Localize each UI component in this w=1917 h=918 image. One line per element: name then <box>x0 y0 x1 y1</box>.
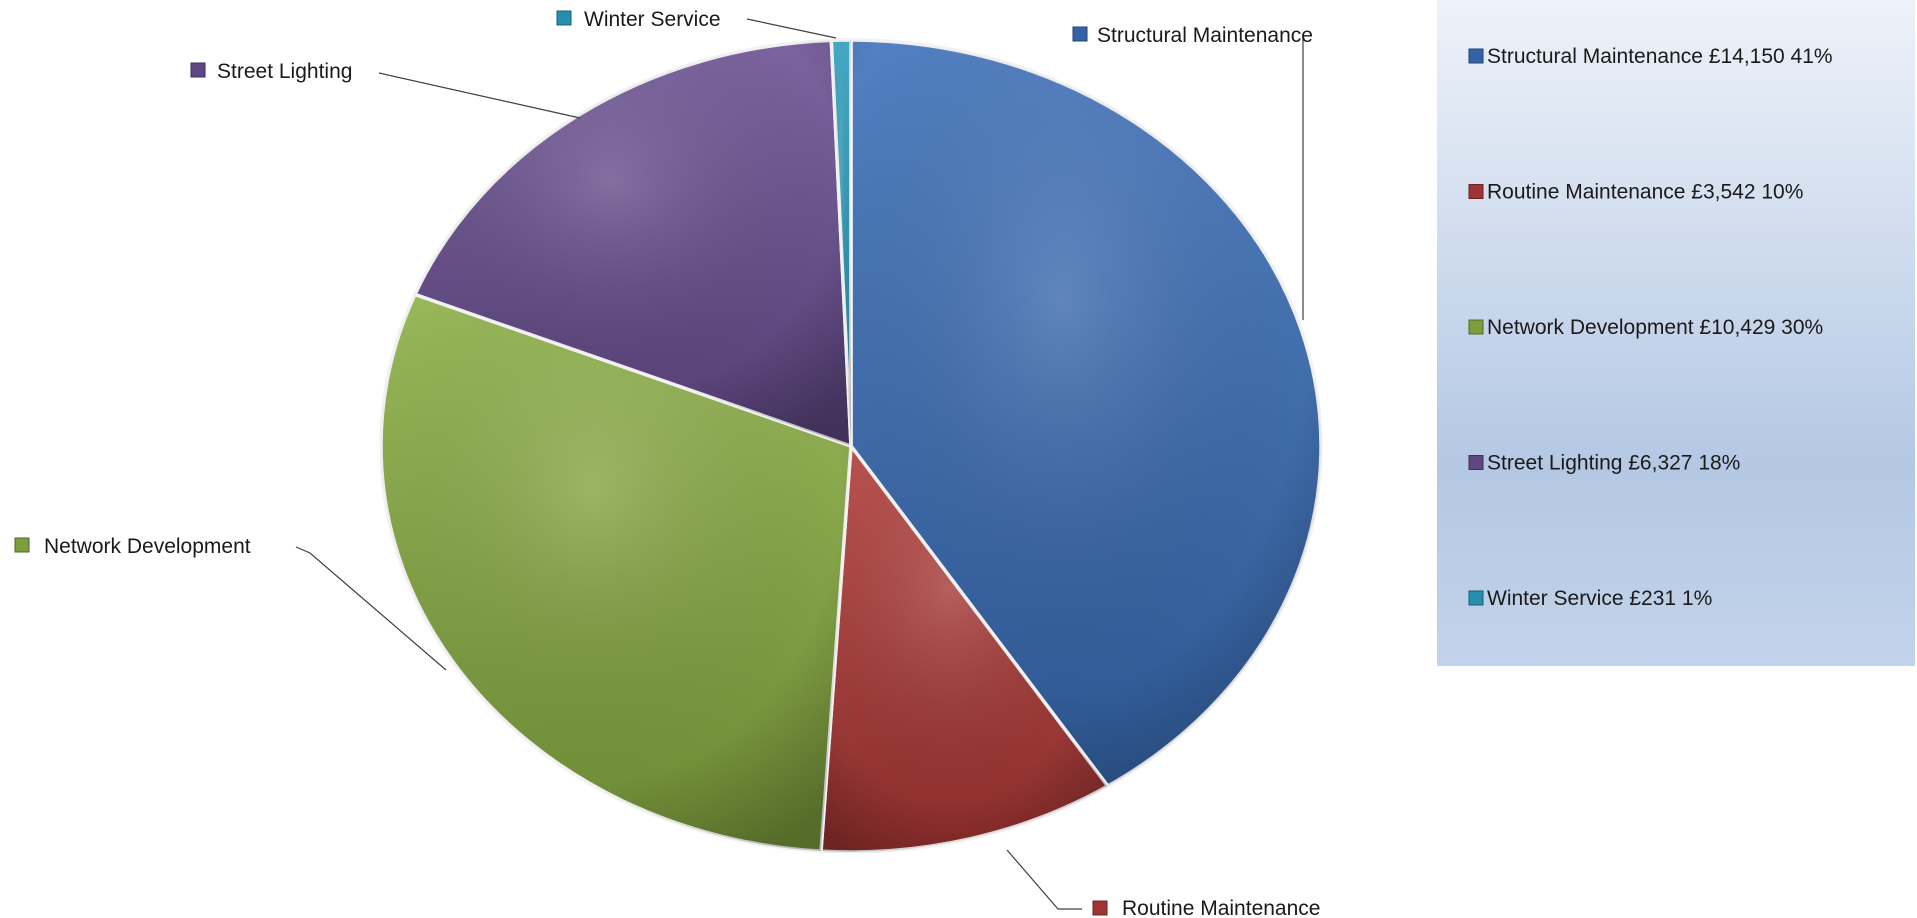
legend-swatch-structural-maintenance <box>1468 48 1484 64</box>
legend-swatch-network-development <box>1468 319 1484 335</box>
legend-entry-structural-maintenance: Structural Maintenance £14,150 41% <box>1487 45 1833 68</box>
legend-swatch-winter-service <box>1468 590 1484 606</box>
leader-line-network-development <box>295 546 447 671</box>
slice-label-swatch-street-lighting <box>190 62 206 78</box>
legend-entry-routine-maintenance: Routine Maintenance £3,542 10% <box>1487 181 1803 204</box>
legend-entry-street-lighting: Street Lighting £6,327 18% <box>1487 452 1740 475</box>
legend-entry-winter-service: Winter Service £231 1% <box>1487 587 1712 610</box>
pie-slice-shading-winter-service <box>831 40 851 446</box>
leader-line-winter-service <box>746 18 837 39</box>
slice-label-swatch-network-development <box>14 537 30 553</box>
pie-slices <box>379 38 1323 854</box>
legend-box <box>1437 0 1915 666</box>
slice-label-swatch-routine-maintenance <box>1092 900 1108 916</box>
leader-lines <box>295 18 1304 910</box>
legend-entry-network-development: Network Development £10,429 30% <box>1487 316 1823 339</box>
slice-label-network-development: Network Development <box>44 535 251 558</box>
leader-line-routine-maintenance <box>1006 849 1082 910</box>
legend-swatch-routine-maintenance <box>1468 184 1484 199</box>
slice-label-swatch-structural-maintenance <box>1072 26 1088 42</box>
slice-label-winter-service: Winter Service <box>584 8 721 31</box>
slice-label-structural-maintenance: Structural Maintenance <box>1097 24 1313 47</box>
slice-labels: Structural Maintenance Routine Maintenanc… <box>14 8 1320 918</box>
leader-line-street-lighting <box>378 72 581 119</box>
slice-label-swatch-winter-service <box>556 10 572 26</box>
slice-label-routine-maintenance: Routine Maintenance <box>1122 897 1320 918</box>
legend: Structural Maintenance £14,150 41% Routin… <box>1468 45 1833 610</box>
pie-slice-shading-street-lighting <box>414 40 851 447</box>
pie-slice-shading-network-development <box>380 294 851 852</box>
pie-slice-shading-routine-maintenance <box>821 446 1108 852</box>
slice-label-street-lighting: Street Lighting <box>217 60 352 83</box>
legend-swatch-street-lighting <box>1468 455 1484 470</box>
